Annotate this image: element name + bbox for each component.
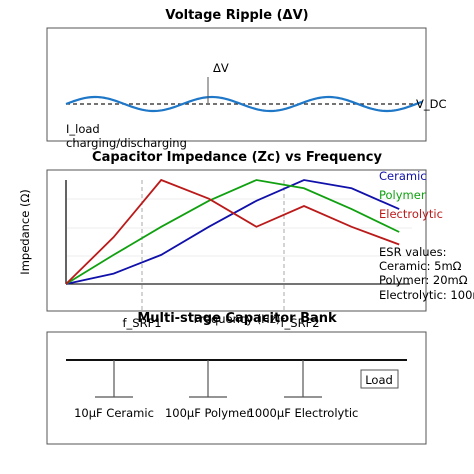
vdc-label: V_DC — [416, 97, 447, 111]
capacitor-ceramic — [95, 360, 133, 398]
legend-electrolytic: Electrolytic — [379, 207, 443, 221]
iload-label: I_load — [66, 122, 100, 136]
ripple-panel — [46, 27, 427, 142]
load-box — [360, 369, 399, 389]
esr-line-ceramic: Ceramic: 5mΩ — [379, 259, 462, 273]
srf2-label: f_SRF2 — [280, 316, 319, 330]
polymer-impedance-line — [65, 179, 400, 285]
delta-v-label: ΔV — [213, 61, 229, 75]
legend-ceramic: Ceramic — [379, 169, 427, 183]
legend-polymer: Polymer — [379, 188, 426, 202]
cap-label-electrolytic: 1000µF Electrolytic — [248, 406, 359, 420]
capacitor-polymer — [189, 360, 227, 398]
impedance-xlabel: Frequency (Hz) — [194, 312, 281, 326]
charging-label: charging/discharging — [66, 136, 187, 150]
ripple-title: Voltage Ripple (ΔV) — [165, 8, 308, 23]
ceramic-impedance-line — [65, 179, 400, 285]
electrolytic-impedance-line — [65, 178, 400, 285]
esr-line-electrolytic: Electrolytic: 100mΩ — [379, 288, 474, 302]
esr-line-polymer: Polymer: 20mΩ — [379, 273, 468, 287]
ripple-waveform — [65, 95, 423, 113]
bank-panel — [46, 331, 427, 445]
esr-title: ESR values: — [379, 245, 447, 259]
impedance-ylabel: Impedance (Ω) — [18, 189, 32, 274]
impedance-panel — [46, 169, 427, 312]
capacitor-electrolytic — [284, 360, 322, 398]
cap-label-ceramic: 10µF Ceramic — [74, 406, 154, 420]
cap-label-polymer: 100µF Polymer — [165, 406, 251, 420]
load-label: Load — [365, 373, 393, 387]
bank-title: Multi-stage Capacitor Bank — [137, 311, 337, 326]
srf1-label: f_SRF1 — [122, 316, 161, 330]
impedance-gridlines — [67, 198, 412, 257]
impedance-title: Capacitor Impedance (Zc) vs Frequency — [92, 150, 382, 165]
